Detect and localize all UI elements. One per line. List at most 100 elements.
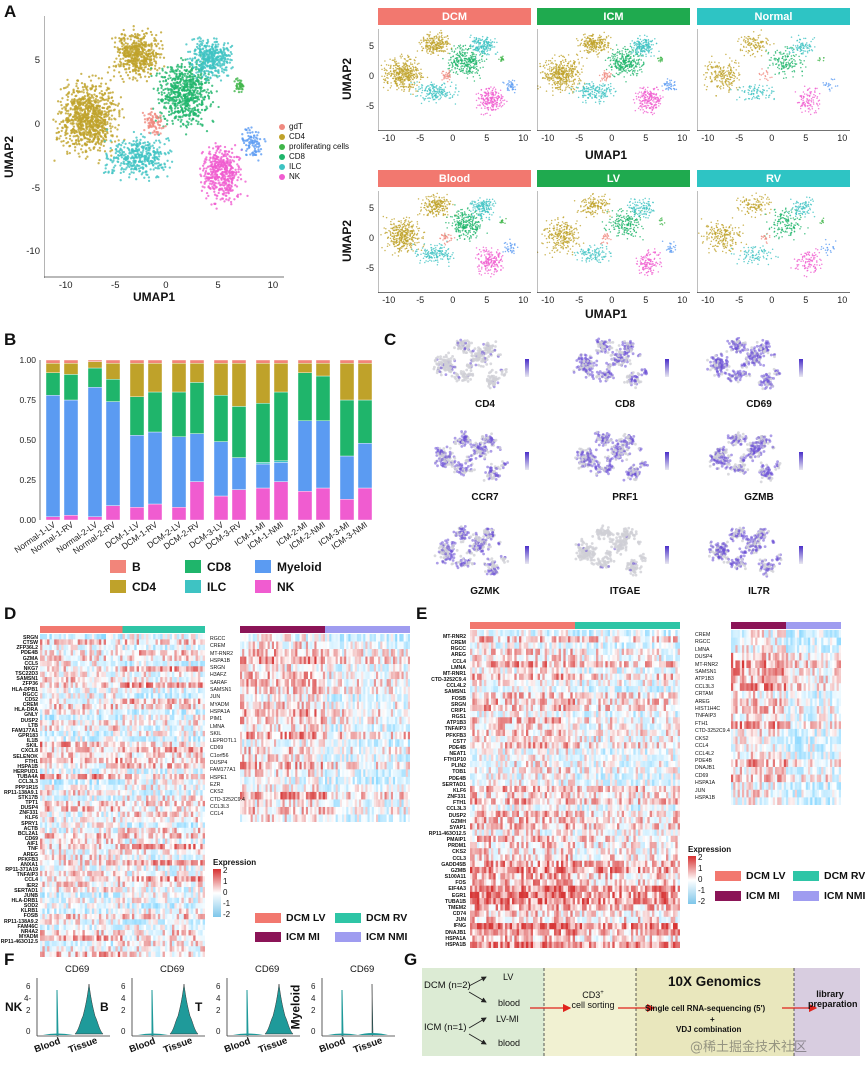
group-legend-swatch: [255, 932, 281, 942]
umap-big-xtick: -10: [59, 280, 73, 291]
bar-segment: [315, 375, 331, 421]
expression-legend-tick: 1: [698, 864, 702, 873]
gene-label: HERPUD1: [0, 769, 38, 775]
umap-facet-plot: [378, 29, 531, 131]
gene-label: EZR: [210, 782, 245, 789]
bar-segment: [357, 442, 373, 489]
violin-category: Blood: [318, 1036, 347, 1056]
gene-label: H3AFZ: [210, 672, 245, 679]
gene-label: ZFP36L2: [0, 646, 38, 651]
bar-segment: [273, 359, 289, 364]
gene-label: SRGN: [0, 635, 38, 641]
group-legend-item: ICM NMI: [335, 931, 407, 943]
bar-segment: [129, 362, 145, 397]
gene-label: PDE4B: [428, 776, 466, 782]
umap-big-ylabel: UMAP2: [2, 136, 16, 178]
legend-dot: [279, 133, 285, 140]
gene-label: JUNB: [0, 893, 38, 899]
feature-plot: [706, 337, 803, 391]
gene-label: ZFP36: [0, 682, 38, 687]
umap-facet-xtick: 5: [803, 133, 808, 143]
bar-segment: [339, 498, 355, 521]
umap-legend-item: ILC: [279, 162, 301, 171]
bar-segment: [255, 463, 271, 489]
umap-facet-xtick: 10: [837, 295, 847, 305]
bar-segment: [297, 362, 313, 374]
group-legend-item: DCM RV: [793, 870, 865, 882]
gene-label: CCL3L3: [210, 804, 245, 811]
gene-label: CREM: [695, 632, 730, 639]
gene-label: JUN: [695, 788, 730, 795]
umap-facet-xtick: -5: [575, 133, 583, 143]
bar-ytick: 0.50: [19, 435, 36, 445]
umap-facet-xtick: -10: [382, 295, 395, 305]
flow-lv: LV: [503, 972, 513, 982]
umap-facet-xlabel-bottom: UMAP1: [585, 307, 627, 321]
umap-facet-xtick: -5: [735, 133, 743, 143]
feature-plot-label: IL7R: [704, 586, 814, 597]
bar-segment: [105, 362, 121, 380]
group-legend-label: DCM LV: [746, 870, 785, 882]
legend-dot: [279, 153, 285, 160]
flow-box-sorting: [544, 968, 636, 1056]
gene-label: JUN: [210, 694, 245, 701]
umap-facet-xtick: -10: [541, 295, 554, 305]
bar-segment: [213, 395, 229, 442]
gene-label: ATP1B3: [428, 720, 466, 726]
heatmap-group-bar: [470, 622, 575, 629]
umap-facet-ytick: 5: [360, 203, 374, 213]
gene-label: FTH1: [695, 721, 730, 728]
gene-label: NR4A2: [0, 929, 38, 935]
gene-label: RGCC: [210, 636, 245, 643]
stacked-bar-chart: 1.000.750.500.250.00Normal-1-LVNormal-1-…: [12, 355, 373, 594]
flow-cd3-sup: +: [600, 990, 604, 996]
bar-segment: [255, 403, 271, 463]
heatmap-group-bar: [325, 626, 410, 633]
umap-facet-xtick: -10: [701, 295, 714, 305]
bar-segment: [87, 387, 103, 518]
legend-label: CD4: [289, 132, 305, 141]
bar-segment: [339, 399, 355, 457]
gene-label: MT-RNR2: [210, 651, 245, 658]
violin-row-label: B: [100, 1000, 109, 1014]
gene-label: CTSW: [0, 640, 38, 646]
gene-label: TNFAIP3: [428, 726, 466, 732]
heatmap-group-bar: [786, 622, 841, 629]
bar-segment: [273, 362, 289, 393]
feature-plot-label: PRF1: [570, 492, 680, 503]
violin-blood: [341, 989, 344, 1036]
bar-segment: [255, 362, 271, 404]
bar-segment: [315, 420, 331, 489]
umap-big-xtick: 0: [163, 280, 168, 291]
group-legend-swatch: [255, 913, 281, 923]
expression-legend-tick: 2: [698, 853, 702, 862]
gene-label: AIF1: [0, 842, 38, 847]
gene-label: HLA-DRA: [0, 708, 38, 713]
gene-label: EIF4A3: [428, 886, 466, 892]
flow-vdj: VDJ combination: [676, 1025, 741, 1034]
expression-legend-tick: 1: [223, 877, 227, 886]
gene-label: RP11-138A9.1: [0, 790, 38, 796]
gene-label: CCL4: [210, 811, 245, 818]
bar-segment: [147, 431, 163, 505]
violin-title: CD69: [255, 964, 279, 975]
gene-label: RP11-371A19: [0, 867, 38, 873]
group-legend-label: DCM LV: [286, 912, 325, 924]
gene-label: ZNF331: [428, 794, 466, 800]
legend-dot: [279, 173, 285, 180]
umap-facet-xtick: 10: [518, 295, 528, 305]
feature-plot: [708, 431, 803, 484]
gene-label: CRTAM: [695, 691, 730, 698]
umap-points: [52, 25, 267, 210]
flow-dcm: DCM (n=2): [424, 980, 471, 991]
umap-facet-ytick: 0: [360, 71, 374, 81]
gene-label: GNLY: [0, 713, 38, 718]
umap-big-plot: [44, 16, 284, 278]
gene-label: MT-RNR2: [428, 634, 466, 640]
bar-segment: [297, 372, 313, 421]
umap-points: [380, 29, 518, 117]
umap-facet-xtick: 5: [484, 133, 489, 143]
gene-label: GZMH: [428, 819, 466, 825]
umap-facet-header: LV: [537, 170, 690, 187]
flow-lib-1: library: [816, 989, 844, 999]
